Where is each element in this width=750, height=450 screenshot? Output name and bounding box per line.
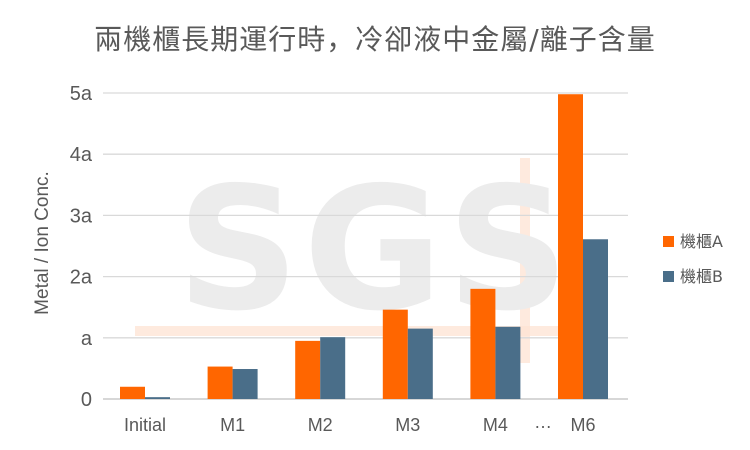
legend-swatch [663, 271, 674, 282]
bar-b-m3 [407, 328, 433, 399]
bar-b-m6 [583, 239, 608, 399]
x-axis: Initial M1 M2 M3 M4 M6 … [124, 412, 596, 435]
x-tick-label: Initial [124, 415, 166, 435]
x-tick-label: M2 [308, 415, 333, 435]
y-tick-label: 4a [70, 144, 93, 166]
grid [103, 92, 628, 400]
y-tick-label: 5a [70, 83, 93, 105]
bar-a-m2 [295, 340, 321, 399]
y-tick-label: a [81, 328, 93, 350]
legend-swatch [663, 236, 674, 247]
bar-b-m1 [232, 369, 258, 399]
x-tick-label: M6 [570, 415, 595, 435]
y-tick-label: 0 [81, 389, 92, 411]
bars [120, 94, 608, 399]
chart-title: 兩機櫃長期運行時，冷卻液中金屬/離子含量 [94, 23, 656, 56]
bar-a-m4 [470, 288, 496, 399]
x-axis-ellipsis: … [534, 412, 552, 432]
y-axis: 0 a 2a 3a 4a 5a [70, 83, 93, 411]
legend-label: 機櫃B [680, 267, 723, 286]
bar-a-m1 [207, 366, 233, 399]
watermark: SGS [135, 151, 573, 363]
x-tick-label: M1 [220, 415, 245, 435]
y-axis-title: Metal / Ion Conc. [32, 171, 53, 315]
bar-b-m2 [320, 337, 346, 399]
bar-b-m4 [495, 326, 521, 399]
y-tick-label: 2a [70, 267, 93, 289]
bar-a-m3 [382, 309, 408, 399]
bar-b-initial [145, 397, 170, 399]
x-tick-label: M4 [483, 415, 508, 435]
watermark-logo: SGS [177, 151, 573, 349]
x-tick-label: M3 [395, 415, 420, 435]
bar-a-m6 [558, 94, 583, 399]
legend-label: 機櫃A [680, 232, 723, 251]
legend: 機櫃A 機櫃B [663, 232, 723, 286]
y-tick-label: 3a [70, 205, 93, 227]
bar-a-initial [120, 386, 145, 399]
